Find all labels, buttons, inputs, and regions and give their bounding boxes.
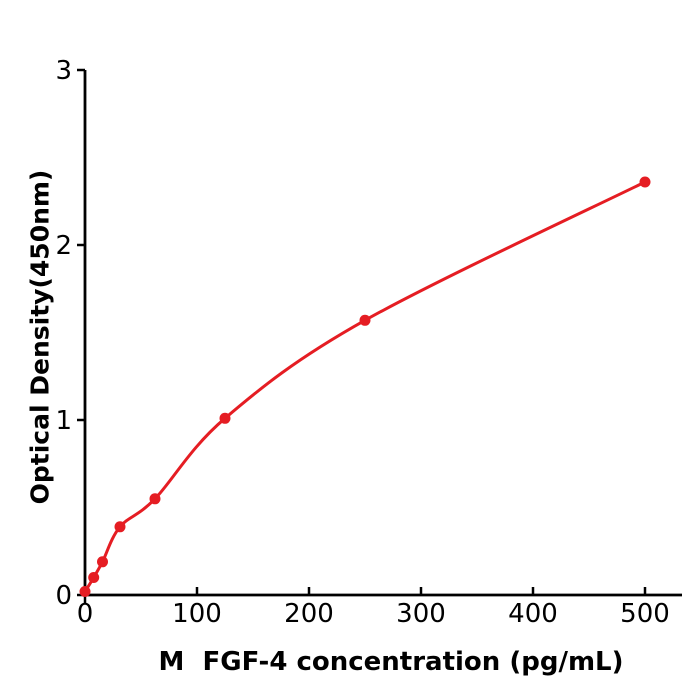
data-point [79, 586, 91, 597]
x-axis-label: M FGF-4 concentration (pg/mL) [158, 647, 624, 677]
data-point [149, 493, 161, 505]
y-axis-label: Optical Density(450nm) [25, 169, 55, 505]
x-tick-label: 500 [620, 599, 670, 629]
data-point [639, 176, 651, 188]
x-tick-label: 200 [284, 599, 334, 629]
data-point [219, 412, 231, 424]
y-tick-label: 0 [55, 581, 72, 611]
y-tick-label: 3 [55, 56, 72, 86]
x-tick-label: 400 [508, 599, 558, 629]
data-point [88, 572, 100, 583]
x-tick-label: 0 [77, 599, 94, 629]
x-tick-label: 300 [396, 599, 446, 629]
y-tick-label: 1 [55, 406, 72, 436]
data-point [359, 314, 371, 326]
data-point [97, 556, 108, 568]
data-point [114, 521, 126, 533]
fit-curve [83, 180, 647, 593]
y-tick-label: 2 [55, 231, 72, 261]
x-tick-label: 100 [172, 599, 222, 629]
